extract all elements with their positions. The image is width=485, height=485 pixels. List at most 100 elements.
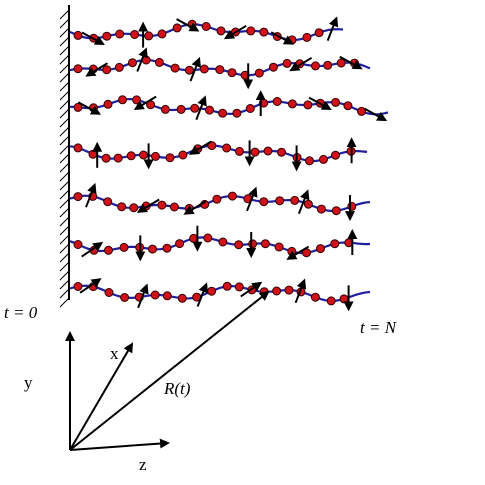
- monomer: [102, 31, 112, 41]
- monomer: [120, 293, 130, 302]
- monomer: [169, 202, 179, 212]
- monomer: [102, 65, 112, 75]
- monomer: [319, 154, 328, 164]
- monomer: [101, 153, 111, 163]
- monomer: [222, 143, 232, 153]
- monomer: [151, 151, 160, 161]
- spin-arrow: [85, 62, 109, 77]
- hatch: [59, 54, 70, 65]
- monomer: [130, 30, 140, 39]
- monomer: [73, 240, 83, 249]
- monomer: [336, 58, 346, 68]
- hatch: [59, 27, 70, 38]
- spin-arrow: [133, 95, 157, 111]
- monomer: [290, 195, 300, 205]
- monomer: [129, 203, 139, 213]
- hatch: [59, 216, 70, 227]
- monomer: [227, 68, 237, 78]
- spin-arrow: [289, 56, 313, 72]
- monomer: [284, 285, 294, 295]
- spin-arrow: [363, 107, 388, 122]
- monomer: [119, 242, 129, 252]
- hatch: [59, 252, 70, 263]
- hatch: [59, 36, 70, 47]
- monomer: [282, 58, 292, 68]
- hatch: [59, 135, 70, 146]
- monomer: [263, 146, 273, 156]
- hatch: [59, 9, 70, 20]
- monomer: [104, 245, 113, 255]
- axes: [65, 290, 270, 451]
- spin-arrow: [246, 186, 258, 212]
- monomer: [326, 296, 336, 306]
- monomer: [73, 143, 83, 153]
- hatch: [59, 207, 70, 218]
- spin-arrow: [79, 278, 102, 294]
- spin-arrow: [176, 18, 200, 32]
- monomer: [154, 57, 164, 67]
- hatch: [59, 99, 70, 110]
- spin-arrow: [81, 241, 104, 258]
- monomer: [201, 22, 211, 31]
- hatch: [59, 153, 70, 164]
- monomer: [139, 150, 148, 160]
- monomer: [260, 239, 270, 249]
- spin-arrow: [270, 31, 295, 45]
- monomer: [343, 101, 353, 111]
- hatch: [59, 261, 70, 272]
- monomer: [184, 65, 194, 75]
- monomer: [113, 153, 123, 163]
- monomer: [88, 149, 98, 159]
- spin-arrow: [297, 189, 310, 214]
- t-end-label: t = N: [360, 318, 398, 337]
- monomer: [115, 29, 125, 39]
- monomer: [114, 62, 124, 72]
- monomer: [170, 63, 180, 73]
- monomer: [162, 243, 172, 253]
- monomer: [73, 192, 83, 202]
- monomer: [287, 99, 297, 109]
- hatch: [59, 63, 70, 74]
- hatch: [59, 270, 70, 281]
- spin-arrow: [85, 182, 97, 208]
- monomer: [175, 239, 185, 249]
- monomer: [215, 65, 225, 75]
- monomer: [316, 244, 325, 254]
- monomer: [277, 147, 286, 157]
- monomer: [272, 286, 282, 296]
- hatch: [59, 243, 70, 254]
- monomer: [218, 237, 228, 247]
- monomer: [207, 141, 217, 151]
- monomer: [148, 244, 157, 254]
- monomer: [272, 97, 282, 106]
- hatch: [59, 234, 70, 245]
- spin-arrow: [339, 55, 363, 70]
- hatch: [59, 81, 70, 92]
- vector-label: R(t): [163, 379, 191, 398]
- hatch: [59, 279, 70, 290]
- z-axis-label: z: [139, 455, 147, 474]
- monomer: [128, 58, 137, 68]
- spin-arrow: [326, 16, 339, 41]
- monomer: [235, 146, 244, 156]
- monomer: [117, 202, 127, 212]
- monomer: [172, 23, 182, 33]
- spin-arrow: [196, 282, 209, 307]
- monomer: [144, 31, 154, 41]
- spin-arrow: [136, 198, 160, 213]
- hatch: [59, 171, 70, 182]
- monomer: [177, 293, 187, 303]
- monomer: [132, 95, 142, 105]
- monomer: [126, 151, 136, 161]
- monomer: [234, 282, 244, 292]
- monomer: [199, 64, 209, 74]
- monomer: [73, 282, 83, 291]
- monomer: [73, 30, 83, 40]
- spin-arrow: [136, 47, 148, 72]
- monomer: [259, 197, 269, 207]
- monomer: [357, 106, 366, 116]
- hatch: [59, 162, 70, 173]
- monomer: [330, 239, 340, 249]
- monomer: [275, 196, 285, 206]
